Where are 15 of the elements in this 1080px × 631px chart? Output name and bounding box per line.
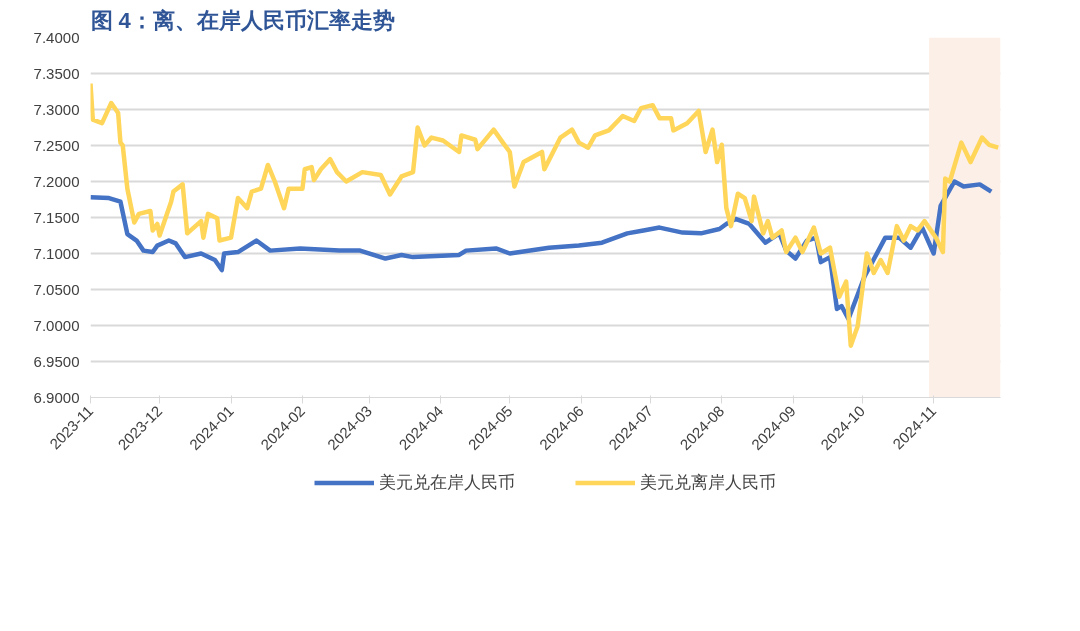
y-tick-label: 7.2500 [33, 136, 80, 154]
y-tick-label: 7.0000 [33, 316, 80, 334]
y-tick-label: 7.0500 [33, 280, 80, 298]
y-tick-label: 7.1000 [33, 244, 80, 262]
legend-label: 美元兑在岸人民币 [379, 471, 515, 494]
y-tick-label: 7.2000 [33, 172, 80, 190]
y-tick-label: 6.9500 [33, 352, 80, 370]
y-tick-label: 6.9000 [33, 388, 80, 406]
y-tick-label: 7.1500 [33, 208, 80, 226]
chart-title: 图 4：离、在岸人民币汇率走势 [90, 7, 395, 33]
y-tick-label: 7.3500 [33, 64, 80, 82]
line-series [90, 81, 1001, 348]
y-tick-label: 7.3000 [33, 100, 80, 118]
legend-label: 美元兑离岸人民币 [640, 471, 776, 494]
y-tick-label: 7.4000 [33, 28, 80, 46]
